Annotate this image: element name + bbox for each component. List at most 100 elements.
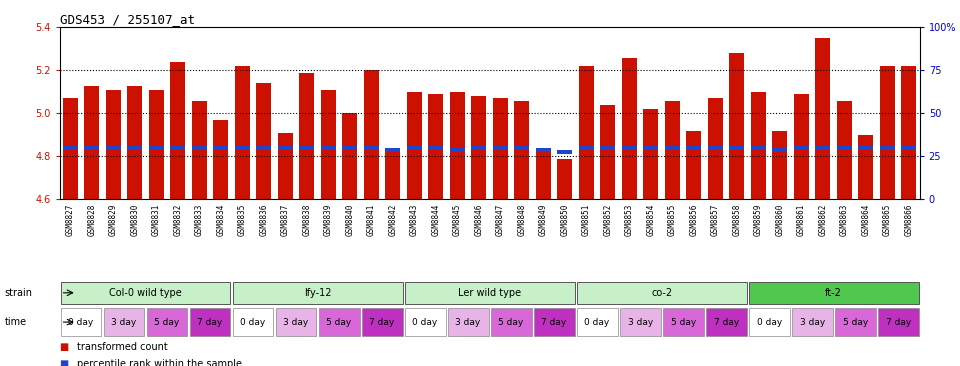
Text: 0 day: 0 day	[585, 318, 610, 326]
Bar	[277, 146, 293, 150]
Text: GSM8847: GSM8847	[496, 203, 505, 236]
Text: strain: strain	[5, 288, 33, 298]
Bar	[407, 92, 421, 199]
FancyBboxPatch shape	[405, 282, 574, 303]
Text: 3 day: 3 day	[111, 318, 136, 326]
Bar	[579, 66, 594, 199]
Bar	[235, 66, 250, 199]
FancyBboxPatch shape	[190, 308, 230, 336]
Bar	[579, 146, 594, 150]
FancyBboxPatch shape	[447, 308, 489, 336]
Text: 7 day: 7 day	[198, 318, 223, 326]
Text: GSM8838: GSM8838	[302, 203, 311, 236]
Bar	[558, 158, 572, 199]
FancyBboxPatch shape	[749, 282, 919, 303]
Bar	[84, 86, 99, 199]
Bar	[536, 152, 551, 199]
Bar	[213, 146, 228, 150]
FancyBboxPatch shape	[835, 308, 876, 336]
Text: GSM8856: GSM8856	[689, 203, 698, 236]
Bar	[794, 146, 809, 150]
Bar	[256, 83, 272, 199]
Text: GSM8861: GSM8861	[797, 203, 805, 236]
Text: GDS453 / 255107_at: GDS453 / 255107_at	[60, 13, 195, 26]
Bar	[364, 70, 379, 199]
Text: 0 day: 0 day	[413, 318, 438, 326]
FancyBboxPatch shape	[577, 308, 617, 336]
Bar	[600, 146, 615, 150]
Bar	[300, 146, 314, 150]
Text: GSM8845: GSM8845	[453, 203, 462, 236]
Text: GSM8859: GSM8859	[754, 203, 763, 236]
Text: GSM8860: GSM8860	[776, 203, 784, 236]
Bar	[901, 66, 917, 199]
Bar	[730, 53, 744, 199]
Bar	[300, 72, 314, 199]
Bar	[128, 86, 142, 199]
Text: GSM8832: GSM8832	[174, 203, 182, 236]
Text: GSM8834: GSM8834	[216, 203, 226, 236]
Bar	[149, 90, 164, 199]
Text: 5 day: 5 day	[498, 318, 524, 326]
Text: GSM8846: GSM8846	[474, 203, 483, 236]
Text: GSM8849: GSM8849	[539, 203, 548, 236]
Bar	[536, 148, 551, 152]
Text: GSM8844: GSM8844	[431, 203, 441, 236]
Bar	[213, 120, 228, 199]
Bar	[364, 146, 379, 150]
FancyBboxPatch shape	[147, 308, 187, 336]
Bar	[730, 146, 744, 150]
Bar	[708, 146, 723, 150]
Bar	[643, 146, 659, 150]
Bar	[901, 146, 917, 150]
Text: transformed count: transformed count	[77, 342, 168, 352]
Text: GSM8857: GSM8857	[711, 203, 720, 236]
FancyBboxPatch shape	[534, 308, 574, 336]
Bar	[815, 38, 830, 199]
Text: GSM8855: GSM8855	[668, 203, 677, 236]
Bar	[858, 146, 874, 150]
Text: ■: ■	[60, 342, 69, 352]
Bar	[62, 146, 78, 150]
Text: 7 day: 7 day	[370, 318, 395, 326]
Text: GSM8864: GSM8864	[861, 203, 871, 236]
Bar	[106, 146, 121, 150]
Bar	[837, 101, 852, 199]
FancyBboxPatch shape	[60, 282, 230, 303]
Text: GSM8830: GSM8830	[131, 203, 139, 236]
Bar	[321, 90, 336, 199]
Bar	[450, 92, 465, 199]
FancyBboxPatch shape	[60, 308, 102, 336]
Text: 5 day: 5 day	[326, 318, 351, 326]
Bar	[149, 146, 164, 150]
Bar	[450, 148, 465, 152]
Bar	[128, 146, 142, 150]
Text: time: time	[5, 317, 27, 327]
Bar	[665, 101, 680, 199]
Text: GSM8831: GSM8831	[152, 203, 160, 236]
Bar	[558, 150, 572, 154]
Text: 3 day: 3 day	[283, 318, 309, 326]
FancyBboxPatch shape	[749, 308, 789, 336]
Text: GSM8842: GSM8842	[389, 203, 397, 236]
Text: GSM8850: GSM8850	[561, 203, 569, 236]
Bar	[880, 146, 895, 150]
Bar	[192, 101, 206, 199]
Bar	[170, 146, 185, 150]
Bar	[106, 90, 121, 199]
Text: GSM8854: GSM8854	[646, 203, 656, 236]
Text: 0 day: 0 day	[68, 318, 94, 326]
Text: GSM8853: GSM8853	[625, 203, 634, 236]
Text: GSM8848: GSM8848	[517, 203, 526, 236]
FancyBboxPatch shape	[276, 308, 317, 336]
Bar	[515, 146, 529, 150]
Text: 3 day: 3 day	[628, 318, 653, 326]
Bar	[385, 150, 400, 199]
Text: 5 day: 5 day	[670, 318, 696, 326]
Text: 3 day: 3 day	[800, 318, 825, 326]
Bar	[471, 146, 487, 150]
FancyBboxPatch shape	[877, 308, 919, 336]
Text: GSM8827: GSM8827	[66, 203, 75, 236]
Bar	[815, 146, 830, 150]
Bar	[686, 146, 702, 150]
